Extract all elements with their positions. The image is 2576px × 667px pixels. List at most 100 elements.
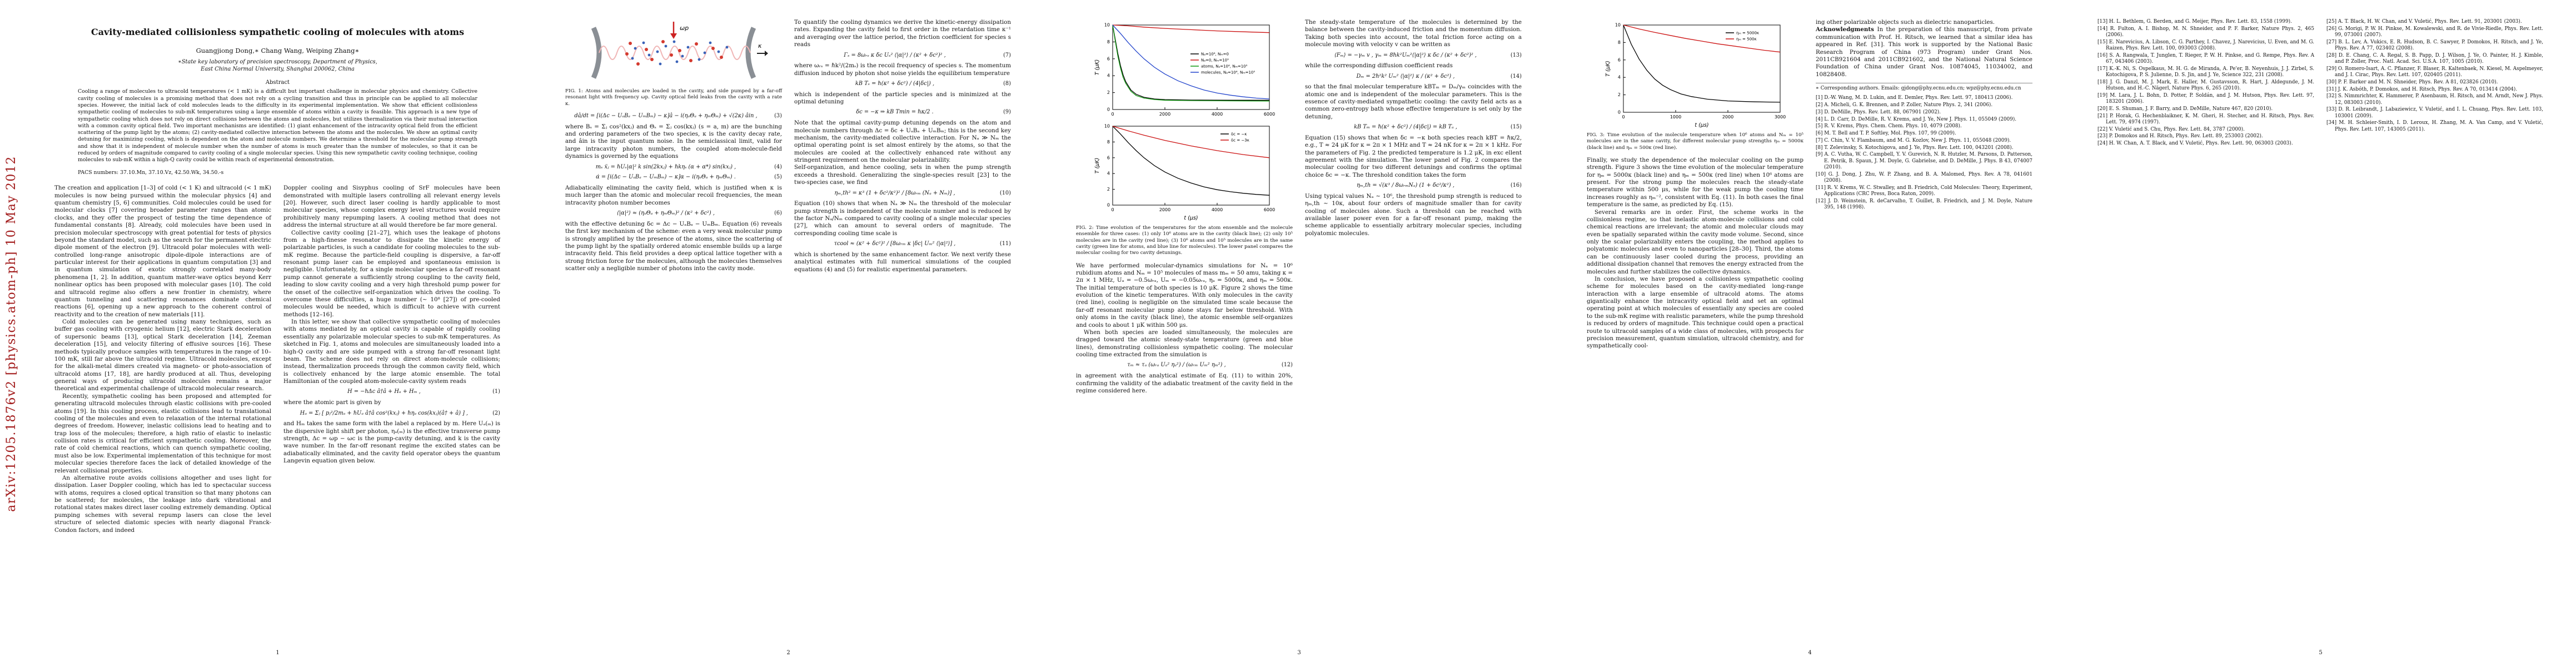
paragraph: Several remarks are in order. First, the… — [1587, 208, 1803, 275]
page-number-5: 5 — [2319, 650, 2323, 656]
equation-math: δc = −κ ⇒ kB Tmin = ℏκ/2 . — [856, 109, 934, 116]
page-1: Cavity-mediated collisionless sympatheti… — [22, 0, 533, 667]
equation: ⟨|α|²⟩ ≈ (ηₐΘₐ + ηₘΘₘ)² / (κ² + δc²) , (6… — [565, 210, 782, 217]
equation-math: ηₘ,th² = κ³ (1 + δc²/κ²)² / [8ωᵣₘ (Nₐ + … — [834, 190, 955, 196]
figure-1-schematic: ωp κ — [591, 22, 768, 79]
arxiv-stamp-column: arXiv:1205.1876v2 [physics.atom-ph] 10 M… — [0, 0, 22, 667]
paragraph: Doppler cooling and Sisyphus cooling of … — [283, 185, 500, 229]
equation-math: ⟨Fₘ⟩ = −γₘ v , γₘ = 8ℏk²Uₘ²⟨|α|²⟩ κ δc /… — [1334, 52, 1477, 58]
page1-column-2: Doppler cooling and Sisyphus cooling of … — [283, 185, 500, 534]
equation: Hₐ = Σⱼ [ pⱼ²/2mₐ + ℏUₐ â†â cos²(kxⱼ) + … — [283, 410, 500, 417]
page2-columns: ωp κ FIG. 1: Atoms and molecules are loa… — [565, 19, 1012, 273]
svg-text:10: 10 — [1104, 124, 1110, 129]
page4-column-1: 0 1000 2000 3000 0 2 4 6 8 10 t (μs) T (μK) ηₘ = 500… — [1587, 19, 1803, 350]
standing-wave — [599, 46, 751, 60]
page-4: 0 1000 2000 3000 0 2 4 6 8 10 t (μs) T (μK) ηₘ = 500… — [1554, 0, 2065, 667]
figure-1-caption: FIG. 1: Atoms and molecules are loaded i… — [565, 88, 782, 107]
paragraph: where the atomic part is given by — [283, 399, 381, 406]
reference-item: [32] S. Nimmrichter, K. Hammerer, P. Ase… — [2326, 93, 2543, 106]
svg-text:8: 8 — [1107, 140, 1110, 145]
reference-item: [4] L. D. Carr, D. DeMille, R. V. Krems,… — [1816, 116, 2017, 122]
equation-math: Γₛ = 8ωᵣₛ κ δc Uₛ² ⟨|α|²⟩ / (κ² + δc²)² … — [844, 52, 946, 58]
equation-number: (15) — [1510, 124, 1522, 131]
svg-text:4: 4 — [1107, 73, 1110, 78]
equation-math: kB Tₘ = ℏ(κ² + δc²) / (4|δc|) = kB Tₐ , — [1354, 124, 1457, 131]
cavity-mirror-left — [591, 27, 602, 79]
svg-text:δc = −κ: δc = −κ — [1231, 132, 1247, 137]
svg-text:10: 10 — [1615, 23, 1621, 28]
reference-item: [31] J. K. Asbóth, P. Domokos, and H. Ri… — [2326, 86, 2518, 92]
page2-column-1: ωp κ FIG. 1: Atoms and molecules are loa… — [565, 19, 782, 273]
svg-text:t (μs): t (μs) — [1695, 122, 1708, 128]
paragraph: In conclusion, we have proposed a collis… — [1587, 275, 1803, 350]
reference-item: [10] G. J. Dong, J. Zhu, W. P. Zhang, an… — [1816, 171, 2032, 183]
equation: kB Tₘ = ℏ(κ² + δc²) / (4|δc|) = kB Tₐ , (… — [1305, 124, 1522, 131]
paragraph: Equation (15) shows that when δc = −κ bo… — [1305, 134, 1522, 178]
reference-item: [15] E. Narevicius, A. Libson, C. G. Par… — [2097, 39, 2314, 51]
equation-math: ηₘ,th = √(κ³ / 8ωᵣₘNₐ) (1 + δc²/κ²) , — [1357, 182, 1454, 189]
equation-number: (10) — [999, 190, 1011, 196]
page5-column-1: [13] H. L. Bethlem, G. Berden, and G. Me… — [2097, 19, 2314, 148]
reference-item: [9] A. C. Vutha, W. C. Campbell, Y. V. G… — [1816, 152, 2032, 170]
page1-columns: The creation and application [1–3] of co… — [54, 185, 501, 534]
equation-math: α̇ = [i(Δc − UₐBₐ − UₘBₘ) − κ]α − i(ηₐΘₐ… — [596, 174, 736, 181]
paragraph: Note that the optimal cavity-pump detuni… — [794, 120, 1011, 164]
figure-3-caption: FIG. 3: Time evolution of the molecule t… — [1587, 132, 1803, 151]
equation-number: (5) — [774, 174, 782, 181]
paragraph: Self-organization, and hence cooling, se… — [794, 164, 1011, 186]
equation-math: τcool ≈ (κ² + δc²)² / [8ωᵣₘ κ |δc| Uₘ² ⟨… — [834, 241, 956, 247]
equation-number: (9) — [1003, 109, 1011, 116]
equation: ηₘ,th² = κ³ (1 + δc²/κ²)² / [8ωᵣₘ (Nₐ + … — [794, 190, 1011, 197]
equation: τcool ≈ (κ² + δc²)² / [8ωᵣₘ κ |δc| Uₘ² ⟨… — [794, 241, 1011, 248]
acknowledgments: Acknowledgments In the preparation of th… — [1816, 26, 2032, 78]
equation-math: ⟨|α|²⟩ ≈ (ηₐΘₐ + ηₘΘₘ)² / (κ² + δc²) , — [617, 210, 715, 217]
cavity-mirror-right — [745, 27, 756, 79]
svg-text:molecules, Nₐ=10⁶, Nₘ=10⁵: molecules, Nₐ=10⁶, Nₘ=10⁵ — [1201, 71, 1255, 75]
equation-math: Hₐ = Σⱼ [ pⱼ²/2mₐ + ℏUₐ â†â cos²(kxⱼ) + … — [300, 410, 469, 416]
svg-text:8: 8 — [1107, 39, 1110, 44]
svg-text:t (μs): t (μs) — [1184, 215, 1198, 221]
paragraph: which is independent of the particle spe… — [794, 91, 1011, 106]
reference-item: [13] H. L. Bethlem, G. Berden, and G. Me… — [2097, 19, 2292, 24]
paragraph: Collective cavity cooling [21–27], which… — [283, 229, 500, 318]
paragraph: Equation (10) shows that when Nₐ ≫ Nₘ th… — [794, 200, 1011, 237]
paragraph: To quantify the cooling dynamics we deri… — [794, 19, 1011, 48]
equation-number: (16) — [1510, 182, 1522, 189]
page-number-3: 3 — [1297, 650, 1301, 656]
cavity-decay-arrow: κ — [757, 42, 768, 56]
equation-math: kB Tₛ = ℏ(κ² + δc²) / (4|δc|) , — [855, 80, 935, 87]
page-number-4: 4 — [1808, 650, 1812, 656]
svg-text:2000: 2000 — [1722, 115, 1733, 120]
figure-2a-chart: 0 2000 4000 6000 0 2 4 6 8 10 T (μK) Nₐ=10⁶, Nₘ=0Nₐ… — [1094, 23, 1275, 117]
kappa-label: κ — [758, 42, 762, 49]
reference-item: [18] J. G. Danzl, M. J. Mark, E. Haller,… — [2097, 79, 2314, 91]
equation: mₛ ẍⱼ = ℏUₛ|α|² k sin(2kxⱼ) + ℏkηₛ (α + … — [565, 164, 782, 171]
equation-number: (8) — [1003, 80, 1011, 87]
svg-text:0: 0 — [1618, 110, 1621, 115]
reference-item: [14] R. Fulton, A. I. Bishop, M. N. Shne… — [2097, 26, 2314, 38]
svg-text:0: 0 — [1107, 107, 1110, 112]
abstract-label: Abstract — [265, 79, 290, 86]
equation: τₘ ≈ τₐ (ωᵣₐ Uₐ² ηₐ²) / (ωᵣₘ Uₘ² ηₘ²) , (… — [1076, 362, 1293, 369]
equation-number: (4) — [774, 163, 782, 170]
svg-text:10: 10 — [1104, 23, 1110, 28]
equation: α̇ = [i(Δc − UₐBₐ − UₘBₘ) − κ]α − i(ηₐΘₐ… — [565, 174, 782, 181]
svg-text:1000: 1000 — [1670, 115, 1681, 120]
paragraph: The creation and application [1–3] of co… — [54, 185, 271, 318]
page3-columns: 0 2000 4000 6000 0 2 4 6 8 10 T (μK) Nₐ=10⁶, Nₘ=0 Nₐ… — [1076, 19, 1522, 395]
svg-text:2000: 2000 — [1159, 207, 1170, 212]
paragraph: When both species are loaded simultaneou… — [1076, 328, 1293, 359]
page-2: ωp κ FIG. 1: Atoms and molecules are loa… — [533, 0, 1044, 667]
equation: dâ/dt = [i(Δc − UₐBₐ − UₘBₘ) − κ]â − i(η… — [565, 113, 782, 120]
page1-column-1: The creation and application [1–3] of co… — [54, 185, 271, 534]
affiliation-line1: ∗State key laboratory of precision spect… — [178, 59, 377, 65]
paragraph: Cold molecules can be generated using ma… — [54, 318, 271, 392]
affiliation-line2: East China Normal University, Shanghai 2… — [201, 66, 355, 73]
paragraph: We have performed molecular-dynamics sim… — [1076, 262, 1293, 328]
svg-text:Nₐ=10⁶, Nₘ=0: Nₐ=10⁶, Nₘ=0 — [1201, 52, 1229, 57]
svg-text:6000: 6000 — [1264, 207, 1275, 212]
page4-column-2: ing other polarizable objects such as di… — [1816, 19, 2032, 350]
paragraph: while the corresponding diffusion coeffi… — [1305, 62, 1453, 69]
reference-item: [11] R. V. Krems, W. C. Stwalley, and B.… — [1816, 185, 2032, 197]
paragraph: ing other polarizable objects such as di… — [1816, 19, 1995, 26]
